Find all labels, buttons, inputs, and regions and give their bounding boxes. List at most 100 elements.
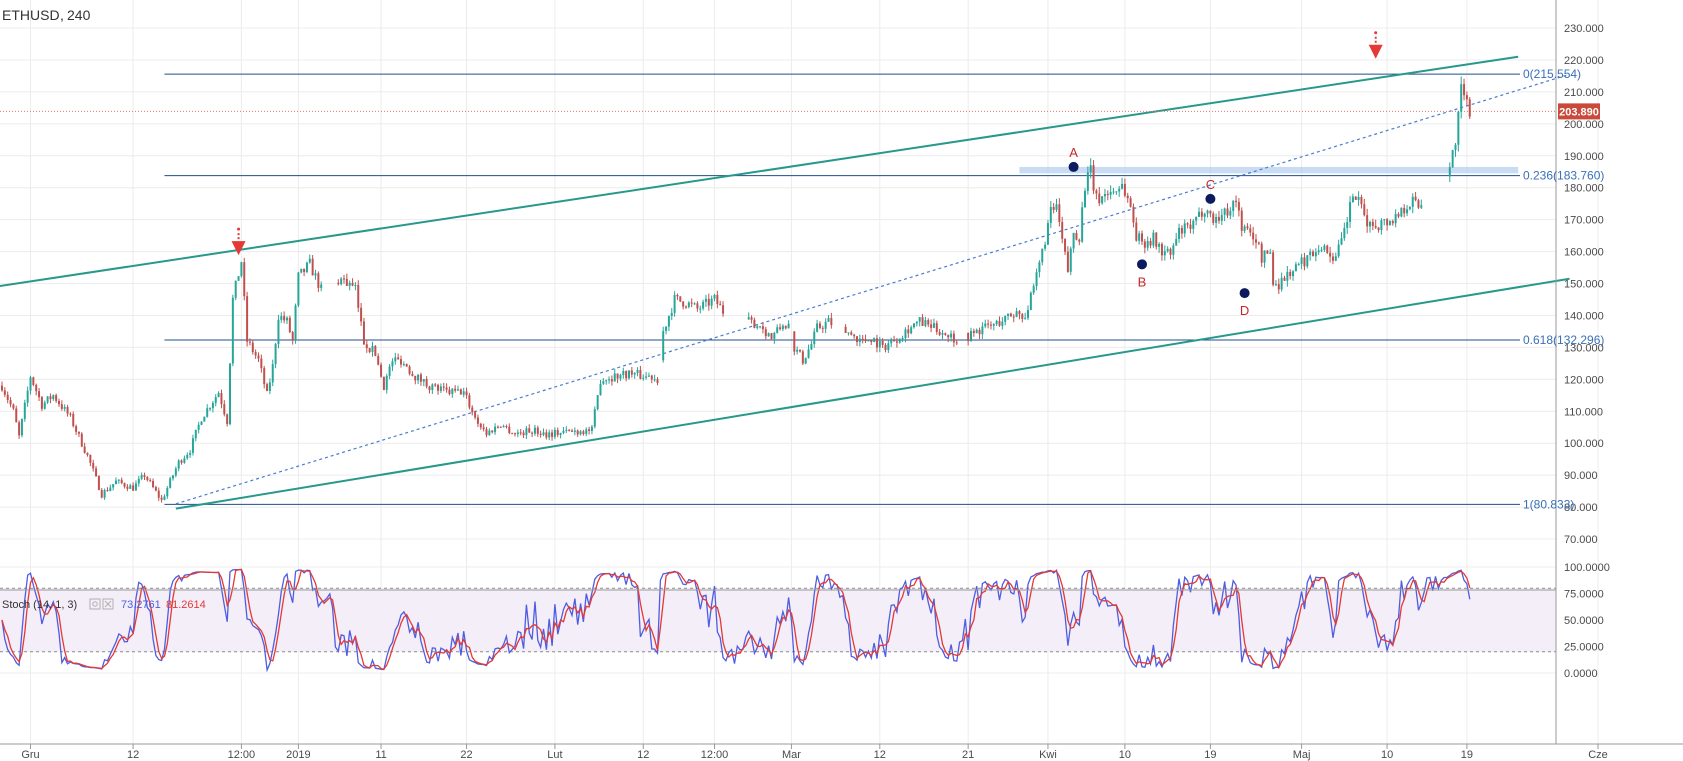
candle-body[interactable] — [1326, 245, 1329, 253]
candle-body[interactable] — [804, 357, 807, 364]
candle-body[interactable] — [214, 397, 217, 403]
candle-body[interactable] — [476, 417, 479, 424]
candle-body[interactable] — [1112, 191, 1115, 193]
candle-body[interactable] — [1454, 144, 1457, 151]
candle-body[interactable] — [1403, 207, 1406, 214]
candle-body[interactable] — [1203, 213, 1206, 217]
candle-body[interactable] — [516, 432, 519, 435]
candle-body[interactable] — [1289, 271, 1292, 277]
candle-body[interactable] — [1451, 150, 1454, 168]
candle-body[interactable] — [1260, 243, 1263, 263]
candle-body[interactable] — [895, 341, 898, 343]
candle-body[interactable] — [38, 391, 41, 398]
candle-body[interactable] — [154, 487, 157, 491]
candle-body[interactable] — [374, 346, 377, 357]
candle-body[interactable] — [773, 332, 776, 339]
candle-body[interactable] — [1460, 84, 1463, 112]
candle-body[interactable] — [254, 352, 257, 356]
candle-body[interactable] — [1255, 239, 1257, 243]
candle-body[interactable] — [303, 268, 306, 272]
candle-body[interactable] — [43, 402, 46, 409]
candle-body[interactable] — [496, 426, 499, 428]
candle-body[interactable] — [856, 336, 858, 343]
candle-body[interactable] — [382, 376, 385, 390]
candle-body[interactable] — [257, 355, 260, 359]
candle-body[interactable] — [1178, 227, 1181, 239]
candle-body[interactable] — [645, 376, 648, 378]
candle-body[interactable] — [787, 323, 790, 329]
price-axis[interactable]: 230.000 220.000 210.000 200.000 190.000 180.0… — [1564, 23, 1604, 546]
candle-body[interactable] — [528, 428, 531, 433]
candle-body[interactable] — [519, 432, 522, 434]
candle-body[interactable] — [109, 487, 112, 491]
candle-body[interactable] — [360, 307, 363, 322]
candle-body[interactable] — [194, 429, 197, 439]
candle-body[interactable] — [827, 317, 830, 322]
candle-body[interactable] — [72, 413, 75, 427]
candle-body[interactable] — [1220, 214, 1223, 221]
candle-body[interactable] — [1366, 215, 1369, 227]
candle-body[interactable] — [77, 431, 80, 434]
candle-body[interactable] — [1383, 219, 1386, 221]
candle-body[interactable] — [248, 341, 251, 343]
candle-body[interactable] — [810, 344, 813, 350]
candle-body[interactable] — [402, 364, 405, 366]
candle-body[interactable] — [1411, 196, 1414, 207]
candle-body[interactable] — [1012, 316, 1015, 318]
candle-body[interactable] — [1346, 221, 1349, 228]
candle-body[interactable] — [1277, 284, 1280, 290]
candle-body[interactable] — [588, 429, 591, 431]
candle-body[interactable] — [1121, 183, 1124, 189]
candle-body[interactable] — [784, 325, 787, 329]
candle-body[interactable] — [1084, 190, 1086, 208]
candle-body[interactable] — [599, 383, 602, 396]
candle-body[interactable] — [1334, 256, 1337, 261]
candle-body[interactable] — [388, 366, 391, 376]
candle-body[interactable] — [177, 460, 180, 469]
candle-body[interactable] — [867, 340, 870, 342]
candle-body[interactable] — [174, 468, 177, 476]
candle-body[interactable] — [160, 497, 163, 500]
candle-body[interactable] — [437, 384, 440, 391]
candle-body[interactable] — [619, 375, 622, 379]
candle-body[interactable] — [1046, 223, 1049, 245]
candle-body[interactable] — [622, 370, 625, 376]
candle-body[interactable] — [115, 480, 117, 485]
candle-body[interactable] — [69, 413, 72, 415]
candle-body[interactable] — [459, 389, 462, 395]
candle-body[interactable] — [1044, 244, 1047, 249]
candle-body[interactable] — [556, 430, 559, 435]
candle-body[interactable] — [699, 308, 702, 310]
candle-body[interactable] — [1257, 242, 1260, 244]
candle-body[interactable] — [813, 331, 816, 345]
candle-body[interactable] — [1300, 257, 1303, 264]
candle-body[interactable] — [1394, 214, 1397, 224]
candle-body[interactable] — [1175, 238, 1178, 246]
candle-body[interactable] — [354, 284, 357, 286]
candle-body[interactable] — [582, 431, 585, 434]
candle-body[interactable] — [55, 395, 58, 401]
candle-body[interactable] — [1149, 240, 1152, 246]
candle-body[interactable] — [172, 475, 174, 479]
candle-body[interactable] — [1146, 240, 1149, 248]
candle-body[interactable] — [223, 404, 226, 415]
candle-body[interactable] — [1306, 255, 1309, 267]
candle-body[interactable] — [66, 406, 69, 414]
candle-body[interactable] — [1072, 232, 1075, 249]
candle-body[interactable] — [100, 489, 103, 498]
candle-body[interactable] — [220, 393, 223, 405]
candle-body[interactable] — [551, 432, 554, 437]
fibonacci-levels[interactable] — [164, 73, 1520, 505]
candle-body[interactable] — [209, 408, 212, 410]
candle-body[interactable] — [992, 324, 995, 326]
candle-body[interactable] — [1408, 206, 1411, 210]
stoch-settings-icon[interactable] — [89, 598, 101, 610]
candle-body[interactable] — [853, 334, 856, 337]
candle-body[interactable] — [901, 337, 904, 339]
candle-body[interactable] — [667, 316, 670, 327]
candle-body[interactable] — [112, 484, 115, 488]
stoch-axis[interactable]: 100.0000 75.0000 50.0000 25.0000 0.0000 — [1564, 562, 1610, 680]
candle-body[interactable] — [890, 340, 893, 344]
candle-body[interactable] — [1388, 221, 1391, 226]
candle-body[interactable] — [1243, 226, 1246, 231]
